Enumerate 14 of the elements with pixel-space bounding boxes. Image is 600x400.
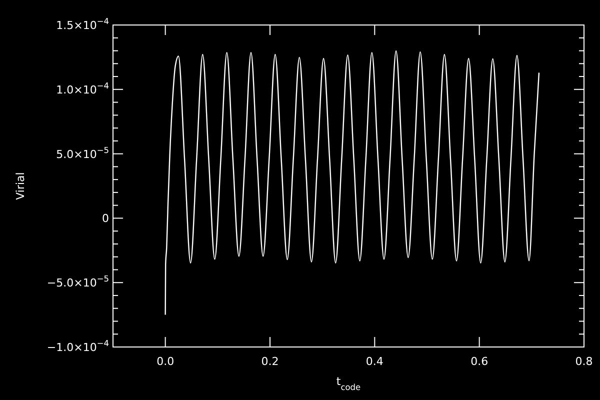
x-tick-label: 0.4 xyxy=(366,355,384,368)
y-tick-label: 1.5×10$^{−4}$ xyxy=(56,16,109,32)
x-tick-label: 0.0 xyxy=(156,355,174,368)
x-axis-title: t$_{code}$ xyxy=(336,375,361,392)
y-tick-label: −5.0×10$^{−5}$ xyxy=(46,274,109,290)
y-tick-label: 0 xyxy=(102,212,109,226)
x-tick-label: 0.8 xyxy=(575,355,593,368)
y-tick-label: −1.0×10$^{−4}$ xyxy=(46,338,109,354)
y-tick-label: 5.0×10$^{−5}$ xyxy=(56,144,109,161)
y-tick-label: 1.0×10$^{−4}$ xyxy=(56,80,109,96)
x-tick-label: 0.2 xyxy=(261,355,279,368)
x-tick-label: 0.6 xyxy=(470,355,488,368)
line-series xyxy=(164,50,540,316)
y-axis-title: Virial xyxy=(14,172,27,200)
